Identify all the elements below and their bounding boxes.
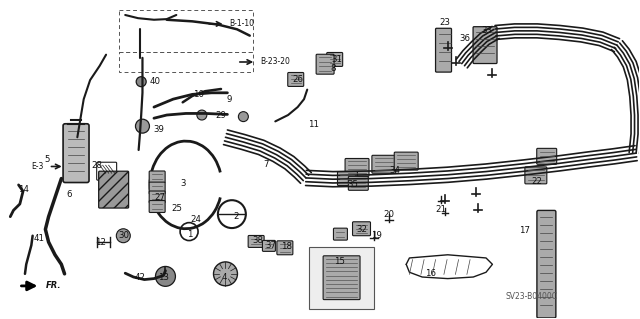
Text: 40: 40 xyxy=(150,77,161,86)
Text: 15: 15 xyxy=(333,257,345,266)
Circle shape xyxy=(197,110,207,120)
FancyBboxPatch shape xyxy=(348,176,368,190)
Circle shape xyxy=(156,266,175,286)
FancyBboxPatch shape xyxy=(394,152,418,170)
Text: 32: 32 xyxy=(356,225,367,234)
FancyBboxPatch shape xyxy=(525,167,547,184)
Text: 42: 42 xyxy=(134,272,145,281)
Circle shape xyxy=(238,112,248,122)
Text: 5: 5 xyxy=(44,155,49,164)
FancyBboxPatch shape xyxy=(537,148,557,164)
Text: 38: 38 xyxy=(252,236,263,245)
Text: 20: 20 xyxy=(383,210,394,219)
Text: 2: 2 xyxy=(234,212,239,221)
FancyBboxPatch shape xyxy=(248,235,264,248)
Text: 26: 26 xyxy=(292,75,303,84)
Text: 21: 21 xyxy=(436,205,447,214)
FancyBboxPatch shape xyxy=(473,27,497,63)
FancyBboxPatch shape xyxy=(333,228,348,240)
FancyBboxPatch shape xyxy=(288,72,304,86)
Text: 13: 13 xyxy=(158,273,169,282)
FancyBboxPatch shape xyxy=(99,171,129,208)
Text: 41: 41 xyxy=(33,234,45,243)
Text: SV23-B0400C: SV23-B0400C xyxy=(505,292,557,301)
FancyBboxPatch shape xyxy=(149,201,165,212)
Text: 37: 37 xyxy=(266,241,276,250)
Text: 33: 33 xyxy=(482,26,493,35)
Text: E-3: E-3 xyxy=(32,162,44,171)
FancyBboxPatch shape xyxy=(345,159,369,176)
FancyBboxPatch shape xyxy=(316,54,334,74)
Circle shape xyxy=(136,77,146,87)
Text: 34: 34 xyxy=(390,166,401,175)
Text: 3: 3 xyxy=(180,179,186,188)
Text: B-1-10: B-1-10 xyxy=(229,19,254,28)
Circle shape xyxy=(214,262,237,286)
Text: 31: 31 xyxy=(332,55,343,64)
Text: 23: 23 xyxy=(439,19,450,27)
Text: 24: 24 xyxy=(190,215,201,224)
FancyBboxPatch shape xyxy=(262,241,275,251)
Text: 22: 22 xyxy=(532,177,543,186)
Text: 11: 11 xyxy=(308,120,319,129)
Text: 1: 1 xyxy=(187,230,193,239)
Circle shape xyxy=(136,119,150,133)
Text: 6: 6 xyxy=(67,190,72,199)
Text: 16: 16 xyxy=(425,269,436,278)
Text: 28: 28 xyxy=(91,161,102,170)
Text: 14: 14 xyxy=(17,185,29,194)
FancyBboxPatch shape xyxy=(323,256,360,300)
Text: 27: 27 xyxy=(155,193,166,202)
FancyBboxPatch shape xyxy=(149,191,165,203)
FancyBboxPatch shape xyxy=(149,182,165,194)
FancyBboxPatch shape xyxy=(537,211,556,318)
Text: 12: 12 xyxy=(95,238,106,247)
FancyBboxPatch shape xyxy=(63,124,89,182)
FancyBboxPatch shape xyxy=(353,222,371,236)
Text: 19: 19 xyxy=(371,231,381,240)
Text: FR.: FR. xyxy=(45,281,61,290)
Text: 8: 8 xyxy=(330,64,335,73)
Text: 7: 7 xyxy=(263,160,268,169)
FancyBboxPatch shape xyxy=(372,155,396,173)
Text: 25: 25 xyxy=(172,204,182,212)
Text: 30: 30 xyxy=(118,231,129,240)
Text: 9: 9 xyxy=(227,95,232,104)
FancyBboxPatch shape xyxy=(436,28,451,72)
Text: 29: 29 xyxy=(216,111,227,120)
Text: 39: 39 xyxy=(154,125,164,134)
Text: 18: 18 xyxy=(282,242,292,251)
FancyBboxPatch shape xyxy=(309,247,374,308)
Text: 10: 10 xyxy=(193,90,204,99)
Text: 17: 17 xyxy=(519,226,530,235)
FancyBboxPatch shape xyxy=(149,171,165,183)
Text: B-23-20: B-23-20 xyxy=(260,57,290,66)
Text: 35: 35 xyxy=(348,181,358,189)
Text: 36: 36 xyxy=(460,34,470,43)
FancyBboxPatch shape xyxy=(337,172,357,186)
Text: 4: 4 xyxy=(221,273,227,282)
Circle shape xyxy=(116,229,131,243)
FancyBboxPatch shape xyxy=(326,53,342,66)
FancyBboxPatch shape xyxy=(277,241,293,255)
